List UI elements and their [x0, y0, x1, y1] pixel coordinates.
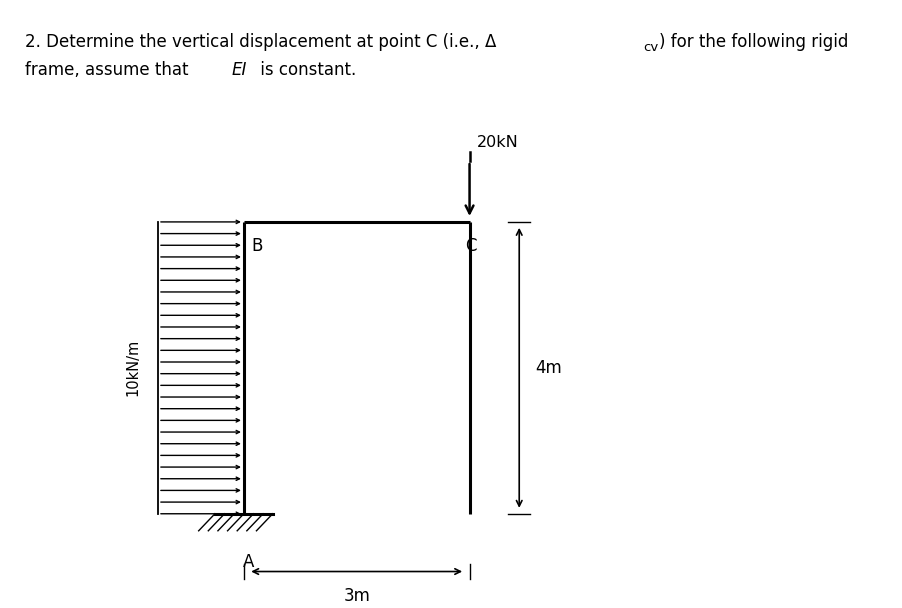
Text: 2. Determine the vertical displacement at point C (i.e., Δ: 2. Determine the vertical displacement a… [25, 33, 496, 52]
Text: cv: cv [642, 41, 658, 54]
Text: frame, assume that: frame, assume that [25, 61, 194, 79]
Text: 10kN/m: 10kN/m [125, 339, 140, 396]
Text: 20kN: 20kN [476, 135, 518, 150]
Text: 4m: 4m [535, 359, 562, 377]
Text: EI: EI [231, 61, 246, 79]
Text: ) for the following rigid: ) for the following rigid [658, 33, 848, 52]
Text: is constant.: is constant. [254, 61, 355, 79]
Text: 3m: 3m [343, 587, 370, 605]
Text: B: B [251, 237, 262, 255]
Text: C: C [465, 237, 476, 255]
Text: A: A [243, 553, 253, 572]
